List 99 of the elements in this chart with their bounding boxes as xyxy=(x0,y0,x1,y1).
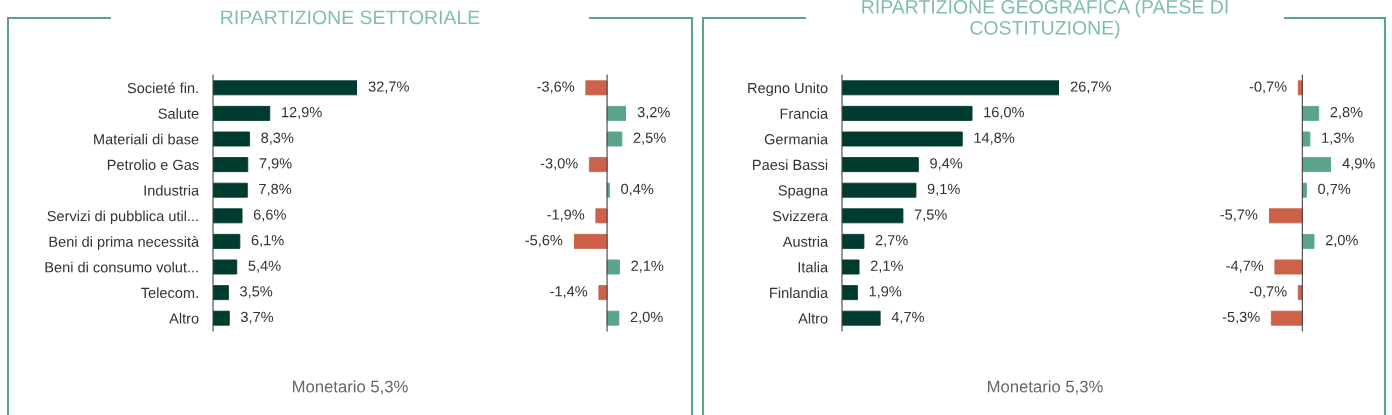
y-tick-label: Paesi Bassi xyxy=(753,159,828,171)
bar xyxy=(606,131,623,147)
bar xyxy=(213,182,248,198)
data-label: 7,5% xyxy=(914,209,947,222)
y-tick-label: Beni di prima necessità xyxy=(49,236,200,250)
data-label: 2,5% xyxy=(633,132,666,145)
bar xyxy=(842,182,917,198)
data-label: 8,3% xyxy=(261,132,294,145)
y-tick-label: Germania xyxy=(764,133,829,145)
y-tick-label: Societé fin. xyxy=(127,82,198,94)
text: Monetario 5,3% xyxy=(293,380,408,395)
text: Monetario 5,3% xyxy=(988,380,1103,395)
data-label: 2,8% xyxy=(1330,106,1363,120)
y-tick-label: Francia xyxy=(780,108,829,119)
bar xyxy=(842,233,865,249)
bar xyxy=(842,105,973,121)
data-label: 4,9% xyxy=(1342,158,1375,171)
bar xyxy=(1269,208,1303,224)
data-label: -4,7% xyxy=(1226,260,1264,273)
bar xyxy=(842,157,919,173)
bar xyxy=(595,208,608,224)
bar xyxy=(213,310,230,326)
y-tick-label: Petrolio e Gas xyxy=(107,159,199,171)
data-label: 9,4% xyxy=(930,158,963,171)
bar xyxy=(1301,157,1331,173)
bar xyxy=(1274,259,1303,275)
data-label: -3,0% xyxy=(540,158,578,171)
chart-title: RIPARTIZIONE SETTORIALE xyxy=(221,10,480,25)
bar xyxy=(213,131,250,147)
data-label: 6,1% xyxy=(251,234,284,248)
y-tick-label: Altro xyxy=(169,312,199,324)
bar xyxy=(842,310,881,326)
data-label: -0,7% xyxy=(1249,286,1287,299)
data-label: 14,8% xyxy=(974,132,1015,145)
data-label: 2,0% xyxy=(1325,234,1358,248)
data-label: 16,0% xyxy=(984,106,1024,120)
bar xyxy=(574,233,608,249)
data-label: 2,1% xyxy=(631,260,664,273)
chart-title: RIPARTIZIONE GEOGRAFICA (PAESE DI COSTITUZIONE) xyxy=(862,0,1228,39)
data-label: -3,6% xyxy=(537,81,575,94)
bar xyxy=(842,285,858,301)
data-label: 0,4% xyxy=(621,183,654,196)
data-label: -1,4% xyxy=(550,286,588,299)
data-label: 2,7% xyxy=(875,234,908,248)
data-label: 6,6% xyxy=(253,209,286,222)
y-tick-label: Svizzera xyxy=(772,210,829,222)
data-label: 0,7% xyxy=(1318,183,1351,196)
data-label: 4,7% xyxy=(891,311,925,324)
bar xyxy=(213,80,357,96)
data-label: 1,9% xyxy=(869,286,902,299)
data-label: 2,0% xyxy=(630,311,663,324)
y-tick-label: Telecom. xyxy=(141,287,198,299)
bar xyxy=(588,157,608,173)
data-label: -1,9% xyxy=(547,209,585,222)
bar xyxy=(842,80,1059,96)
data-label: 32,7% xyxy=(368,81,409,94)
y-tick-label: Industria xyxy=(144,184,200,196)
y-tick-label: Materiali di base xyxy=(94,133,199,145)
data-label: 26,7% xyxy=(1070,81,1111,94)
y-tick-label: Altro xyxy=(798,312,828,324)
bar xyxy=(213,157,249,173)
bar xyxy=(606,310,620,326)
data-label: 9,1% xyxy=(927,183,960,196)
y-tick-label: Finlandia xyxy=(770,287,829,299)
bar xyxy=(842,208,904,224)
data-label: 7,8% xyxy=(259,183,292,196)
bar xyxy=(1270,310,1303,326)
data-label: 3,5% xyxy=(240,286,273,299)
y-tick-label: Spagna xyxy=(778,185,829,199)
bar xyxy=(213,233,241,249)
bar xyxy=(213,105,271,121)
y-tick-label: Italia xyxy=(798,261,829,273)
bar xyxy=(842,259,860,275)
y-tick-label: Servizi di pubblica util... xyxy=(47,210,198,225)
bar xyxy=(1301,233,1315,249)
bar xyxy=(606,105,626,121)
bar xyxy=(213,259,238,275)
data-label: 7,9% xyxy=(259,158,292,171)
data-label: 3,2% xyxy=(637,106,670,120)
bar xyxy=(606,259,620,275)
y-tick-label: Salute xyxy=(158,108,199,119)
data-label: 1,3% xyxy=(1322,132,1354,145)
data-label: -5,7% xyxy=(1220,209,1258,222)
data-label: 2,1% xyxy=(870,260,903,273)
y-tick-label: Regno Unito xyxy=(748,82,828,97)
bar xyxy=(1301,105,1320,121)
bar xyxy=(213,208,243,224)
bar xyxy=(1301,131,1311,147)
data-label: -0,7% xyxy=(1249,81,1287,94)
data-label: -5,6% xyxy=(525,234,563,248)
y-tick-label: Beni di consumo volut... xyxy=(45,261,198,273)
data-label: 12,9% xyxy=(282,106,322,120)
data-label: -5,3% xyxy=(1222,311,1260,324)
data-label: 5,4% xyxy=(248,260,281,273)
bar xyxy=(585,80,608,96)
bar xyxy=(213,285,229,301)
y-tick-label: Austria xyxy=(782,236,829,247)
data-label: 3,7% xyxy=(240,311,274,324)
bar xyxy=(842,131,963,147)
